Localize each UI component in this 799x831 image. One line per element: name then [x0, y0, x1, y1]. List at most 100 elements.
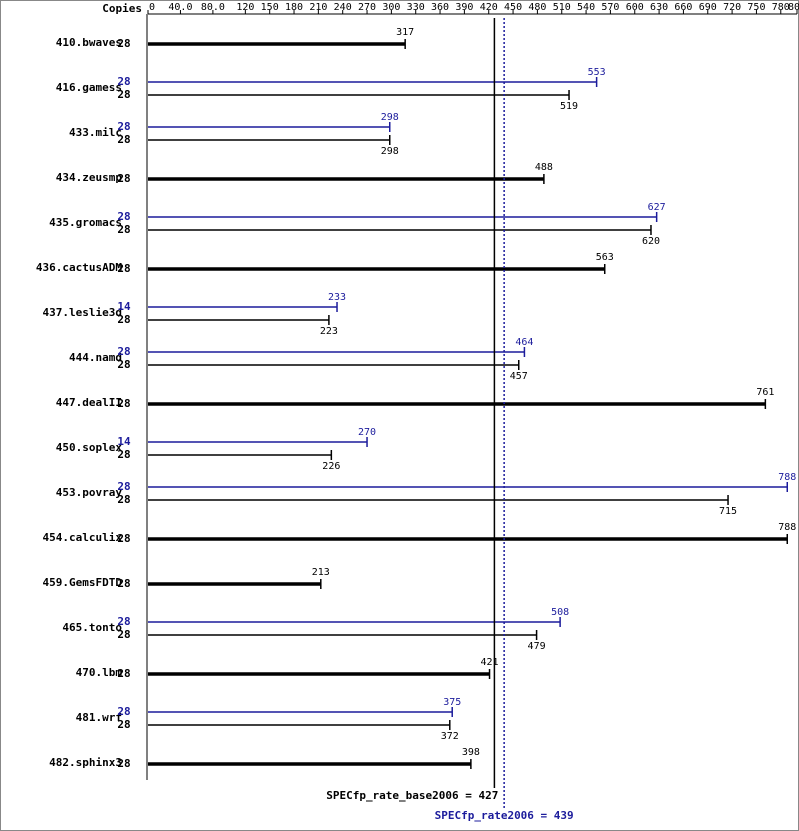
- value-label: 372: [441, 731, 459, 742]
- benchmark-name: 433.milc: [69, 126, 122, 139]
- benchmark-name: 437.leslie3d: [43, 306, 122, 319]
- x-tick-label: 300: [382, 2, 400, 13]
- benchmark-name: 465.tonto: [62, 621, 122, 634]
- copies-label: 28: [117, 223, 130, 236]
- copies-label: 28: [117, 313, 130, 326]
- copies-label: 28: [117, 133, 130, 146]
- copies-label: 28: [117, 358, 130, 371]
- value-label: 788: [778, 472, 796, 483]
- value-label: 213: [312, 567, 330, 578]
- value-label: 479: [528, 641, 546, 652]
- value-label: 508: [551, 607, 569, 618]
- reference-label: SPECfp_rate2006 = 439: [435, 809, 574, 822]
- benchmark-name: 434.zeusmp: [56, 171, 123, 184]
- benchmark-name: 436.cactusADM: [36, 261, 122, 274]
- value-label: 761: [756, 387, 774, 398]
- copies-label: 28: [117, 397, 130, 410]
- value-label: 226: [322, 461, 340, 472]
- x-tick-label: 480: [528, 2, 546, 13]
- x-tick-label: 240: [334, 2, 352, 13]
- x-tick-label: 0: [149, 2, 155, 13]
- x-tick-label: 360: [431, 2, 449, 13]
- benchmark-name: 481.wrf: [76, 711, 122, 724]
- copies-label: 28: [117, 718, 130, 731]
- x-tick-label: 690: [699, 2, 717, 13]
- benchmark-name: 444.namd: [69, 351, 122, 364]
- copies-label: 28: [117, 262, 130, 275]
- x-tick-label: 420: [480, 2, 498, 13]
- x-tick-label: 780: [772, 2, 790, 13]
- x-tick-label: 750: [747, 2, 765, 13]
- value-label: 421: [481, 657, 499, 668]
- x-tick-label: 330: [407, 2, 425, 13]
- x-tick-label: 800: [788, 2, 799, 13]
- value-label: 375: [443, 697, 461, 708]
- x-tick-label: 510: [553, 2, 571, 13]
- copies-label: 28: [117, 667, 130, 680]
- copies-label: 28: [117, 172, 130, 185]
- copies-label: 28: [117, 448, 130, 461]
- copies-label: 28: [117, 577, 130, 590]
- x-tick-label: 660: [674, 2, 692, 13]
- x-tick-label: 80.0: [201, 2, 225, 13]
- benchmark-name: 454.calculix: [43, 531, 123, 544]
- benchmark-name: 416.gamess: [56, 81, 122, 94]
- x-tick-label: 540: [577, 2, 595, 13]
- x-tick-label: 450: [504, 2, 522, 13]
- x-tick-label: 40.0: [168, 2, 192, 13]
- value-label: 788: [778, 522, 796, 533]
- benchmark-name: 435.gromacs: [49, 216, 122, 229]
- copies-label: 28: [117, 210, 130, 223]
- x-tick-label: 270: [358, 2, 376, 13]
- x-tick-label: 120: [236, 2, 254, 13]
- x-tick-label: 180: [285, 2, 303, 13]
- value-label: 233: [328, 292, 346, 303]
- benchmark-name: 459.GemsFDTD: [43, 576, 123, 589]
- value-label: 223: [320, 326, 338, 337]
- copies-label: 28: [117, 37, 130, 50]
- copies-label: 28: [117, 705, 130, 718]
- copies-label: 14: [117, 435, 131, 448]
- value-label: 563: [596, 252, 614, 263]
- value-label: 519: [560, 101, 578, 112]
- value-label: 398: [462, 747, 480, 758]
- copies-label: 28: [117, 615, 130, 628]
- copies-label: 28: [117, 757, 130, 770]
- value-label: 620: [642, 236, 660, 247]
- value-label: 627: [648, 202, 666, 213]
- copies-header: Copies: [102, 2, 142, 15]
- x-tick-label: 720: [723, 2, 741, 13]
- benchmark-name: 450.soplex: [56, 441, 123, 454]
- value-label: 488: [535, 162, 553, 173]
- benchmark-name: 447.dealII: [56, 396, 122, 409]
- benchmark-name: 482.sphinx3: [49, 756, 122, 769]
- copies-label: 28: [117, 628, 130, 641]
- x-tick-label: 600: [626, 2, 644, 13]
- copies-label: 28: [117, 480, 130, 493]
- benchmark-name: 410.bwaves: [56, 36, 122, 49]
- copies-label: 28: [117, 88, 130, 101]
- copies-label: 28: [117, 75, 130, 88]
- x-tick-label: 570: [601, 2, 619, 13]
- value-label: 457: [510, 371, 528, 382]
- value-label: 317: [396, 27, 414, 38]
- copies-label: 28: [117, 532, 130, 545]
- benchmark-name: 470.lbm: [76, 666, 123, 679]
- value-label: 270: [358, 427, 376, 438]
- copies-label: 28: [117, 493, 130, 506]
- reference-label: SPECfp_rate_base2006 = 427: [326, 789, 498, 802]
- x-tick-label: 630: [650, 2, 668, 13]
- copies-label: 28: [117, 345, 130, 358]
- x-tick-label: 210: [309, 2, 327, 13]
- copies-label: 28: [117, 120, 130, 133]
- value-label: 298: [381, 146, 399, 157]
- value-label: 715: [719, 506, 737, 517]
- benchmark-name: 453.povray: [56, 486, 123, 499]
- x-tick-label: 390: [455, 2, 473, 13]
- copies-label: 14: [117, 300, 131, 313]
- value-label: 298: [381, 112, 399, 123]
- value-label: 553: [588, 67, 606, 78]
- value-label: 464: [515, 337, 533, 348]
